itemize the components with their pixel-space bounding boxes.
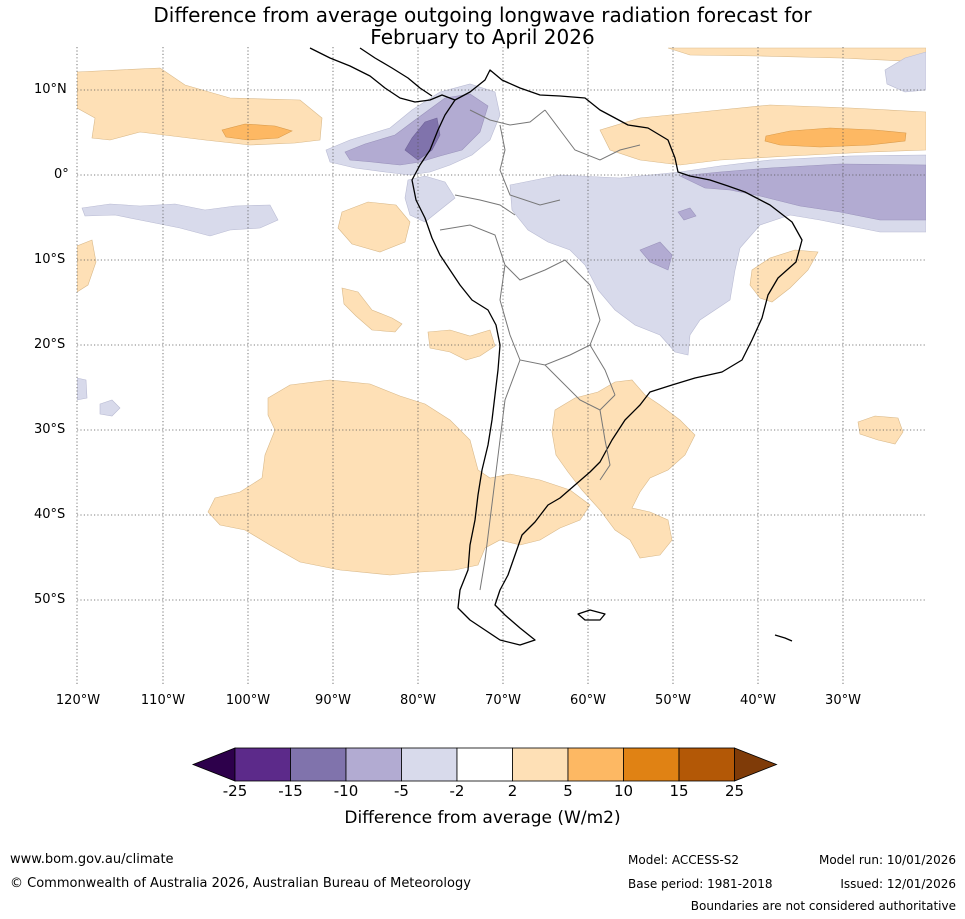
lat-label-40s: 40°S bbox=[34, 507, 66, 522]
south-america-coastline bbox=[411, 69, 803, 646]
colorbar-segment-6 bbox=[512, 747, 569, 782]
falkland-islands bbox=[577, 609, 606, 621]
lat-label-10s: 10°S bbox=[34, 252, 66, 267]
anomaly-positive-pacific-south-large bbox=[207, 379, 591, 576]
lon-label-100w: 100°W bbox=[225, 693, 271, 708]
colorbar-tick-label: 15 bbox=[669, 782, 689, 800]
anomaly-moderate-negative-colombia bbox=[344, 93, 489, 166]
anomaly-positive-pacific-west bbox=[77, 239, 97, 293]
anomaly-positive-pacific-south-small bbox=[341, 287, 403, 333]
lat-label-10n: 10°N bbox=[34, 82, 67, 97]
lon-label-50w: 50°W bbox=[655, 693, 691, 708]
central-america-coastline bbox=[309, 47, 456, 103]
anomaly-moderate-negative-small bbox=[677, 207, 697, 221]
lon-label-60w: 60°W bbox=[570, 693, 606, 708]
footer-model-run: Model run: 10/01/2026 bbox=[818, 853, 956, 867]
colorbar-tick-label: 10 bbox=[613, 782, 634, 800]
lat-label-0: 0° bbox=[54, 167, 69, 182]
colorbar-segment-4 bbox=[401, 747, 458, 782]
colorbar-tick-label: 5 bbox=[563, 782, 573, 800]
lon-label-70w: 70°W bbox=[485, 693, 521, 708]
lon-label-40w: 40°W bbox=[740, 693, 776, 708]
colorbar-tick-label: -2 bbox=[449, 782, 465, 800]
country-borders bbox=[439, 109, 641, 591]
anomaly-fields bbox=[77, 47, 926, 576]
colorbar-segment-3 bbox=[345, 747, 402, 782]
colorbar-segment-9 bbox=[678, 747, 735, 782]
south-georgia bbox=[774, 634, 793, 642]
lon-label-80w: 80°W bbox=[400, 693, 436, 708]
lat-label-50s: 50°S bbox=[34, 592, 66, 607]
title-line-1: Difference from average outgoing longwav… bbox=[153, 3, 812, 27]
anomaly-negative-pacific-sw bbox=[77, 377, 88, 401]
footer-model: Model: ACCESS-S2 bbox=[628, 853, 740, 867]
colorbar-segment-2 bbox=[290, 747, 347, 782]
lon-label-110w: 110°W bbox=[140, 693, 186, 708]
anomaly-negative-atlantic-ne bbox=[884, 51, 926, 93]
anomaly-moderate-negative-atlantic bbox=[678, 163, 926, 221]
colorbar-extend-max bbox=[734, 747, 778, 782]
anomaly-moderate-atlantic bbox=[764, 127, 907, 148]
title-line-2: February to April 2026 bbox=[370, 25, 595, 49]
colorbar-tick-label: -5 bbox=[394, 782, 409, 800]
colorbar-tick-label: 25 bbox=[724, 782, 745, 800]
colorbar-segment-1 bbox=[234, 747, 291, 782]
olr-anomaly-map bbox=[76, 47, 926, 685]
anomaly-positive-pacific-equatorial bbox=[337, 201, 411, 253]
lat-label-20s: 20°S bbox=[34, 337, 66, 352]
anomaly-positive-la-plata bbox=[551, 379, 696, 559]
colorbar-tick-label: 2 bbox=[507, 782, 518, 800]
colorbar-tick-label: -25 bbox=[222, 782, 248, 800]
lon-label-120w: 120°W bbox=[55, 693, 101, 708]
anomaly-negative-ecuador-west bbox=[404, 175, 456, 223]
anomaly-negative-pacific-band bbox=[81, 203, 279, 237]
colorbar bbox=[191, 747, 778, 782]
lon-label-30w: 30°W bbox=[825, 693, 861, 708]
colorbar-extend-min bbox=[191, 747, 236, 782]
footer-base-period: Base period: 1981-2018 bbox=[628, 877, 773, 891]
anomaly-positive-atlantic-north bbox=[599, 104, 926, 166]
coastlines bbox=[309, 47, 803, 646]
anomaly-negative-pacific-small bbox=[99, 399, 121, 417]
colorbar-tick-label: -15 bbox=[278, 782, 303, 800]
lat-label-30s: 30°S bbox=[34, 422, 66, 437]
footer-disclaimer: Boundaries are not considered authoritat… bbox=[690, 899, 956, 913]
colorbar-tick-label: -10 bbox=[333, 782, 359, 800]
anomaly-moderate-pacific bbox=[221, 123, 293, 141]
anomaly-positive-atlantic-top bbox=[667, 47, 926, 63]
anomaly-strong-negative-colombia bbox=[404, 117, 441, 161]
footer-issued: Issued: 12/01/2026 bbox=[840, 877, 956, 891]
colorbar-segment-5 bbox=[456, 747, 513, 782]
colorbar-title: Difference from average (W/m2) bbox=[344, 808, 621, 828]
anomaly-positive-brazil-east bbox=[749, 249, 819, 303]
colorbar-segment-8 bbox=[623, 747, 680, 782]
colorbar-segment-7 bbox=[567, 747, 624, 782]
central-america-coastline-north bbox=[359, 47, 433, 97]
lon-label-90w: 90°W bbox=[315, 693, 351, 708]
footer-copyright: © Commonwealth of Australia 2026, Austra… bbox=[10, 876, 471, 891]
footer-url[interactable]: www.bom.gov.au/climate bbox=[10, 852, 174, 867]
colorbar-segments bbox=[191, 747, 778, 782]
map-title: Difference from average outgoing longwav… bbox=[0, 4, 965, 48]
